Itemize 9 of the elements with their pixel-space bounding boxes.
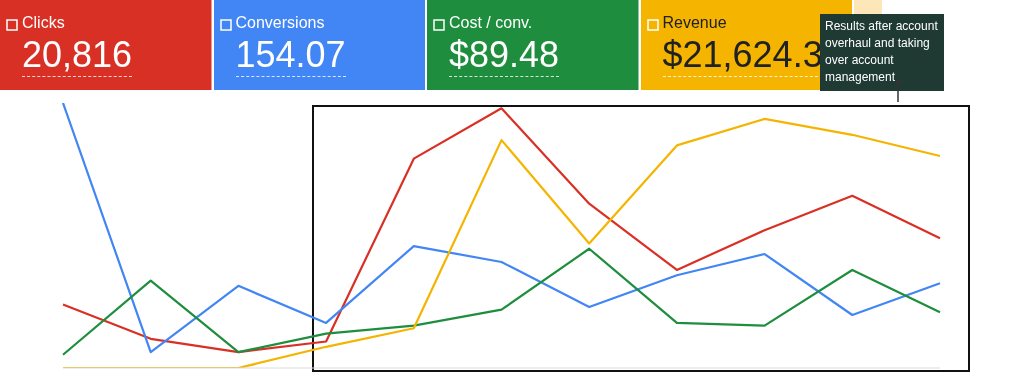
text: $21,624.3 (662, 34, 823, 77)
text: $89.48 (449, 34, 560, 77)
text: 20,816 (22, 34, 133, 77)
legend-label: Cost / conv. (449, 14, 534, 32)
legend-label: Clicks (22, 14, 66, 32)
text: Results after account overhaul and taking over account management (825, 19, 938, 84)
legend-label: Revenue (662, 14, 727, 31)
legend-label: Conversions (235, 14, 326, 32)
text: 154.07 (235, 34, 346, 77)
